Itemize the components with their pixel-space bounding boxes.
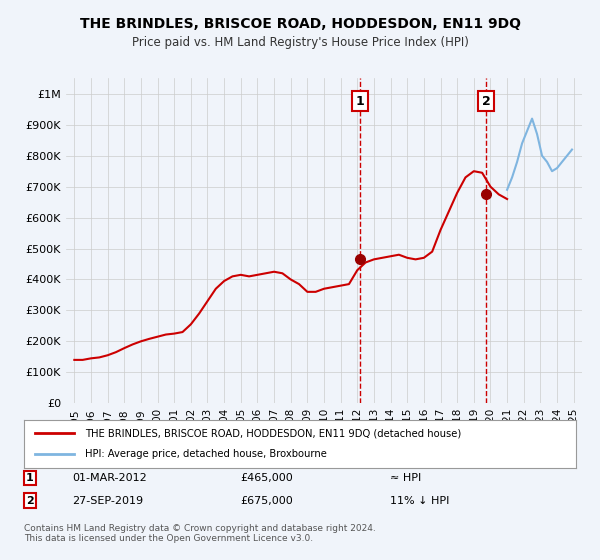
Text: 27-SEP-2019: 27-SEP-2019 (72, 496, 143, 506)
Text: 1: 1 (356, 95, 364, 108)
Text: £675,000: £675,000 (240, 496, 293, 506)
Text: THE BRINDLES, BRISCOE ROAD, HODDESDON, EN11 9DQ (detached house): THE BRINDLES, BRISCOE ROAD, HODDESDON, E… (85, 428, 461, 438)
Text: Contains HM Land Registry data © Crown copyright and database right 2024.
This d: Contains HM Land Registry data © Crown c… (24, 524, 376, 543)
Text: THE BRINDLES, BRISCOE ROAD, HODDESDON, EN11 9DQ: THE BRINDLES, BRISCOE ROAD, HODDESDON, E… (79, 17, 521, 31)
Text: 2: 2 (26, 496, 34, 506)
Text: ≈ HPI: ≈ HPI (390, 473, 421, 483)
Text: 11% ↓ HPI: 11% ↓ HPI (390, 496, 449, 506)
Text: 1: 1 (26, 473, 34, 483)
Text: 2: 2 (482, 95, 491, 108)
Text: £465,000: £465,000 (240, 473, 293, 483)
Text: HPI: Average price, detached house, Broxbourne: HPI: Average price, detached house, Brox… (85, 449, 326, 459)
Text: Price paid vs. HM Land Registry's House Price Index (HPI): Price paid vs. HM Land Registry's House … (131, 36, 469, 49)
Text: 01-MAR-2012: 01-MAR-2012 (72, 473, 147, 483)
